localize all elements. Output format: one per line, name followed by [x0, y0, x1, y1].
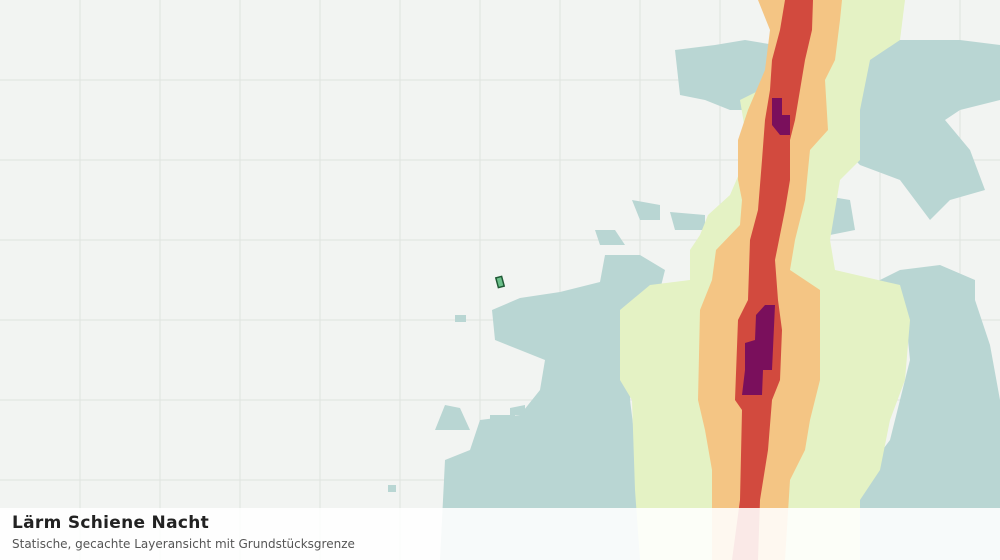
legend-panel: Lärm Schiene Nacht Statische, gecachte L…: [0, 508, 1000, 560]
parcel-marker[interactable]: [494, 275, 506, 289]
map-subtitle: Statische, gecachte Layeransicht mit Gru…: [12, 537, 355, 551]
noise-low-zone: [388, 40, 1000, 560]
noise-extreme-zone: [742, 98, 790, 395]
noise-very-high-zone: [732, 0, 813, 560]
map-title: Lärm Schiene Nacht: [12, 513, 210, 533]
